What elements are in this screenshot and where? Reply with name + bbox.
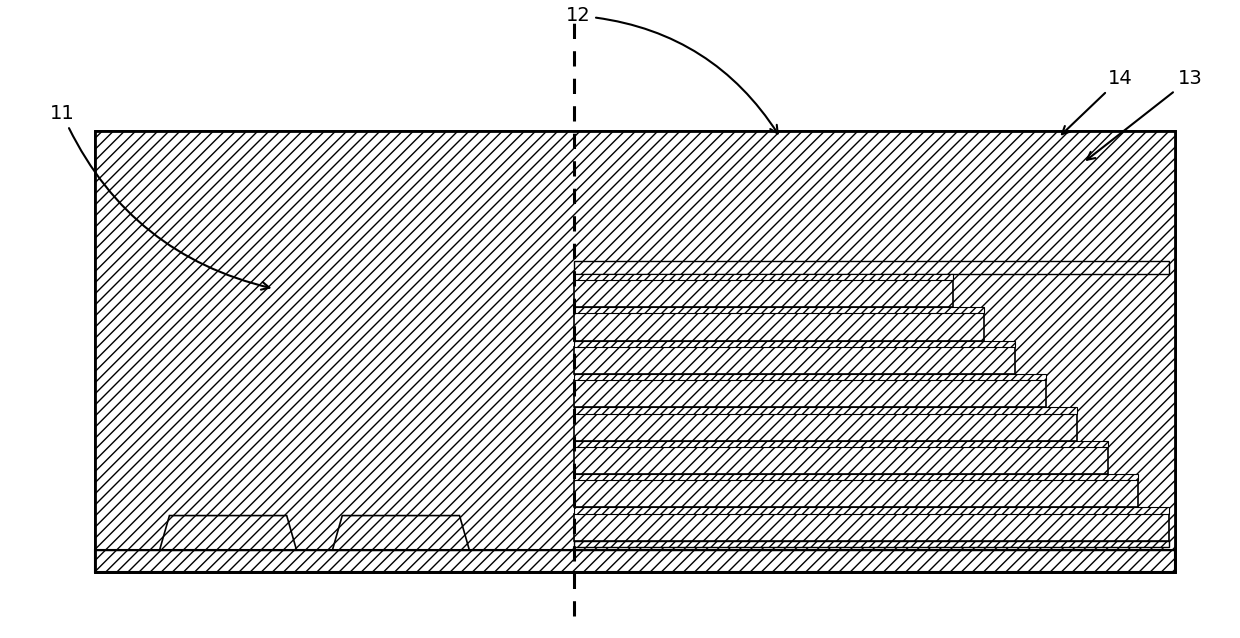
Bar	[574, 261, 1169, 274]
Bar	[95, 550, 1176, 572]
Bar	[574, 347, 1016, 374]
Bar	[95, 131, 574, 572]
Bar	[574, 313, 985, 341]
Bar	[574, 313, 985, 341]
Bar	[574, 280, 954, 307]
Bar	[574, 507, 1169, 514]
Bar	[574, 347, 1016, 374]
Bar	[574, 480, 1138, 507]
Bar	[574, 274, 954, 280]
Text: 11: 11	[50, 104, 269, 290]
Polygon shape	[332, 516, 470, 550]
Bar	[574, 480, 1138, 507]
Polygon shape	[160, 516, 296, 550]
Bar	[574, 407, 1076, 413]
Bar	[574, 413, 1076, 441]
Bar	[95, 550, 1176, 572]
Bar	[95, 131, 1176, 572]
Bar	[574, 307, 985, 313]
Bar	[574, 541, 1169, 547]
Bar	[574, 447, 1107, 474]
Bar	[574, 380, 1045, 407]
Bar	[574, 514, 1169, 541]
Text: 14: 14	[1061, 69, 1132, 134]
Bar	[574, 280, 954, 307]
Bar	[574, 341, 1016, 347]
Bar	[574, 413, 1076, 441]
Bar	[574, 374, 1045, 380]
Bar	[574, 441, 1107, 447]
Bar	[574, 380, 1045, 407]
Bar	[574, 474, 1138, 480]
Bar	[574, 514, 1169, 541]
Bar	[95, 131, 1176, 572]
Bar	[574, 131, 1176, 572]
Bar	[574, 447, 1107, 474]
Text: 12: 12	[565, 6, 777, 133]
Text: 13: 13	[1087, 69, 1203, 160]
